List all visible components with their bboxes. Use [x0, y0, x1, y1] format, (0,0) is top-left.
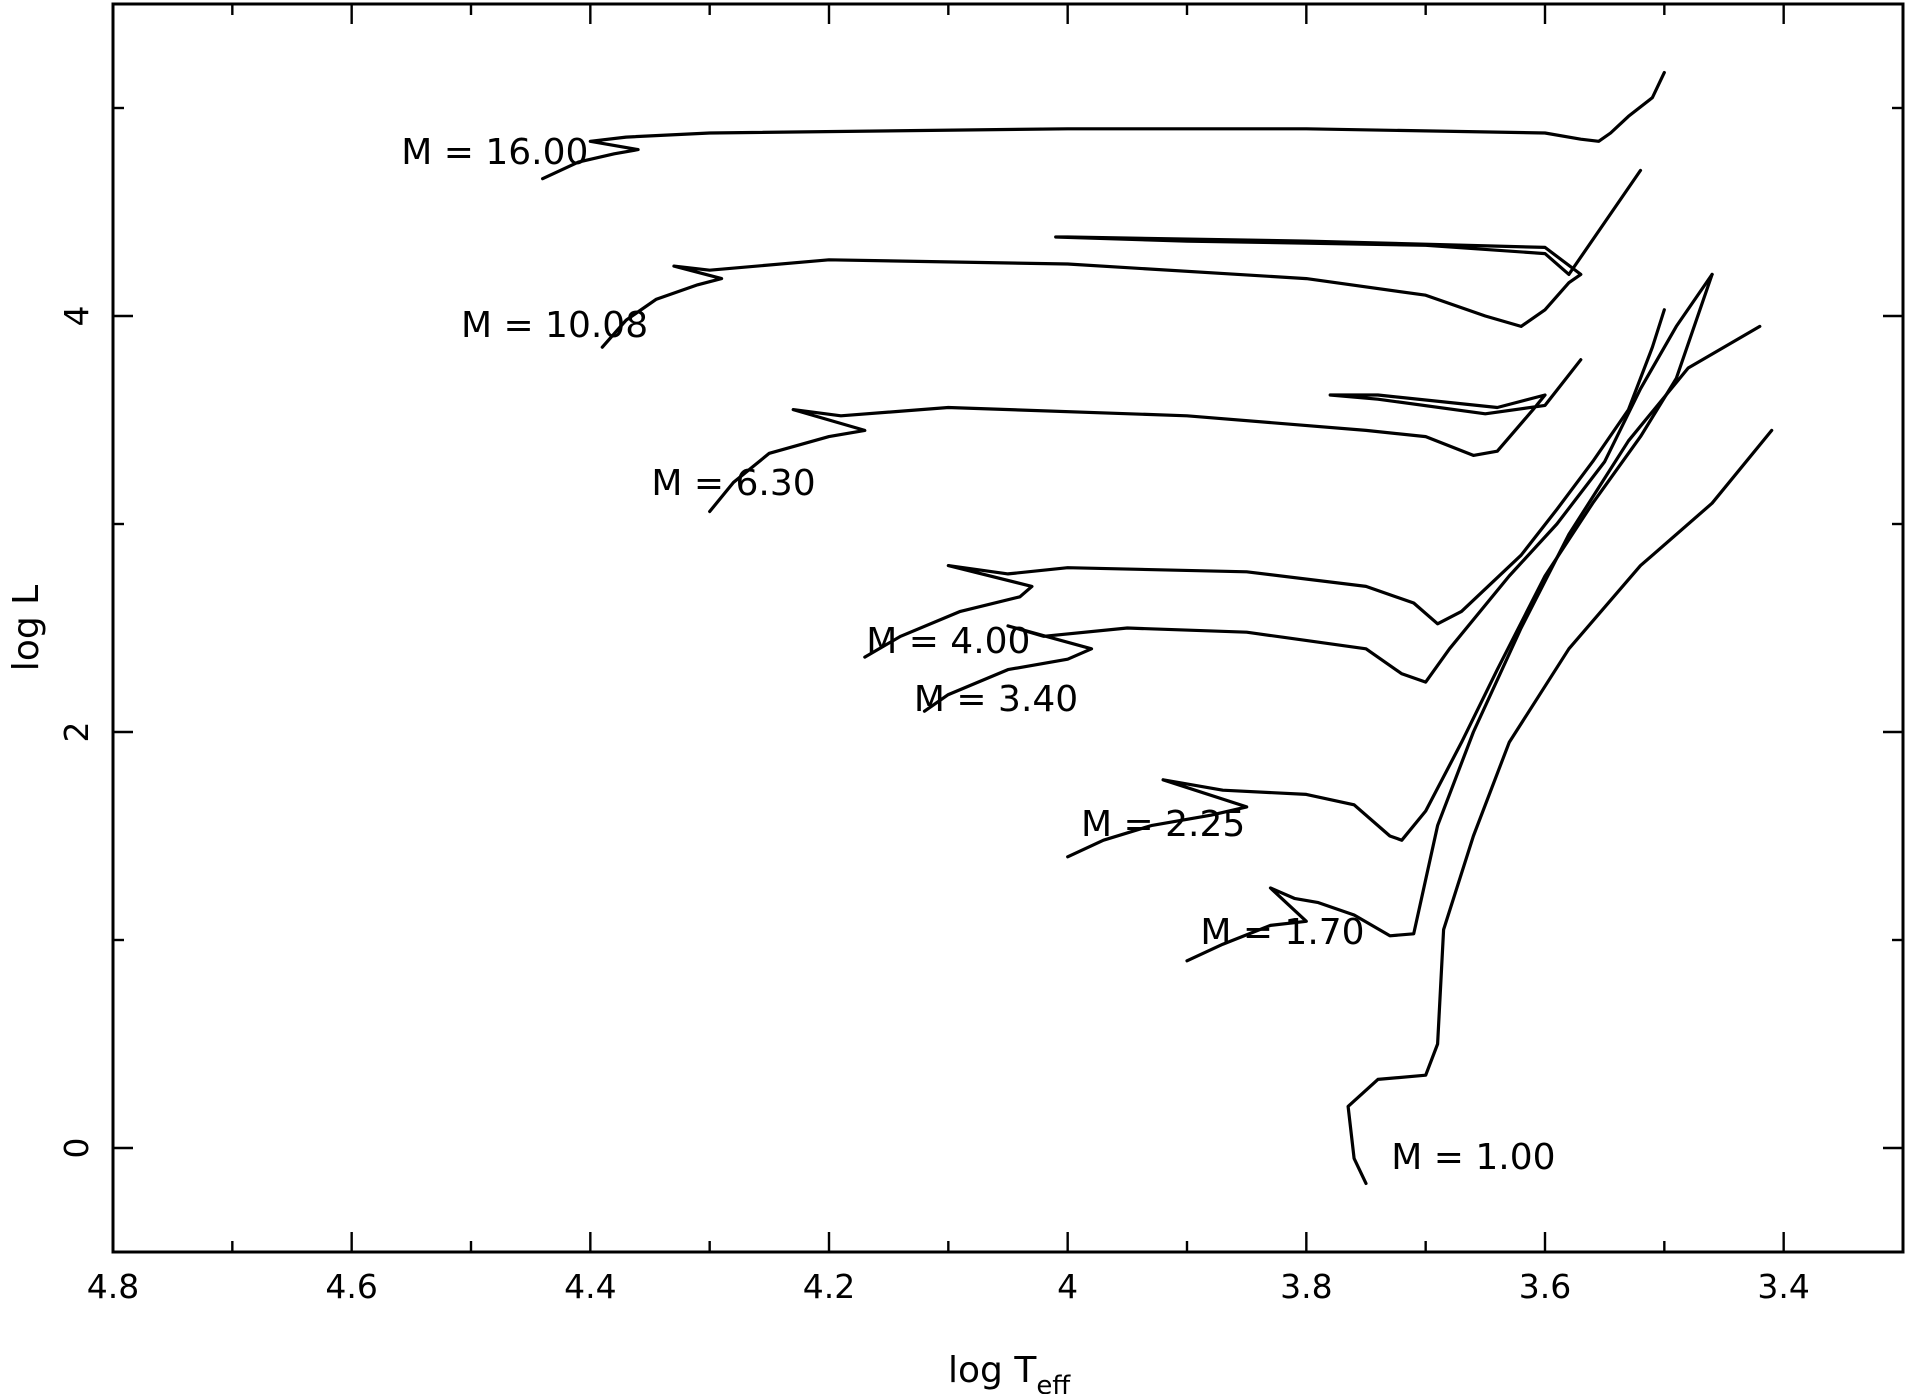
track-line — [1185, 324, 1762, 963]
mass-label: M = 10.08 — [461, 305, 648, 346]
x-tick-label: 4 — [1057, 1267, 1078, 1306]
mass-label: M = 16.00 — [401, 132, 588, 173]
track-line — [708, 358, 1583, 514]
track-line — [1066, 272, 1714, 859]
y-tick-label: 4 — [57, 306, 96, 327]
y-tick-label: 2 — [57, 722, 96, 743]
mass-labels: M = 16.00 M = 10.08 M = 6.30 M = 4.00 M = 3.… — [401, 132, 1555, 1178]
x-tick-label: 4.4 — [564, 1267, 616, 1306]
mass-label: M = 1.70 — [1200, 912, 1364, 953]
mass-label: M = 6.30 — [651, 463, 815, 504]
x-tick-label: 4.2 — [803, 1267, 855, 1306]
track-line — [541, 71, 1666, 181]
evolutionary-tracks — [541, 71, 1774, 1185]
x-tick-label: 3.8 — [1280, 1267, 1332, 1306]
mass-label: M = 3.40 — [914, 679, 1078, 720]
track-line — [863, 308, 1666, 659]
mass-label: M = 4.00 — [866, 621, 1030, 662]
x-tick-label: 3.6 — [1519, 1267, 1571, 1306]
track-line — [1346, 428, 1774, 1185]
y-axis-label: log L — [6, 585, 47, 671]
x-tick-label: 3.4 — [1757, 1267, 1809, 1306]
x-tick-label: 4.6 — [325, 1267, 377, 1306]
plot-frame — [111, 2, 1905, 1254]
mass-label: M = 1.00 — [1391, 1137, 1555, 1178]
y-tick-label: 0 — [57, 1138, 96, 1159]
axis-ticks — [111, 4, 1903, 1252]
tick-labels: 4.8 4.6 4.4 4.2 4 3.8 3.6 3.4 0 2 4 — [57, 306, 1810, 1307]
x-tick-label: 4.8 — [87, 1267, 139, 1306]
x-axis-label-subscript: eff — [1036, 1371, 1071, 1394]
mass-label: M = 2.25 — [1081, 804, 1245, 845]
track-line — [922, 272, 1714, 713]
x-axis-label-main: log T — [948, 1350, 1037, 1391]
track-line — [600, 168, 1643, 349]
x-axis-label: log Teff — [948, 1350, 1071, 1394]
